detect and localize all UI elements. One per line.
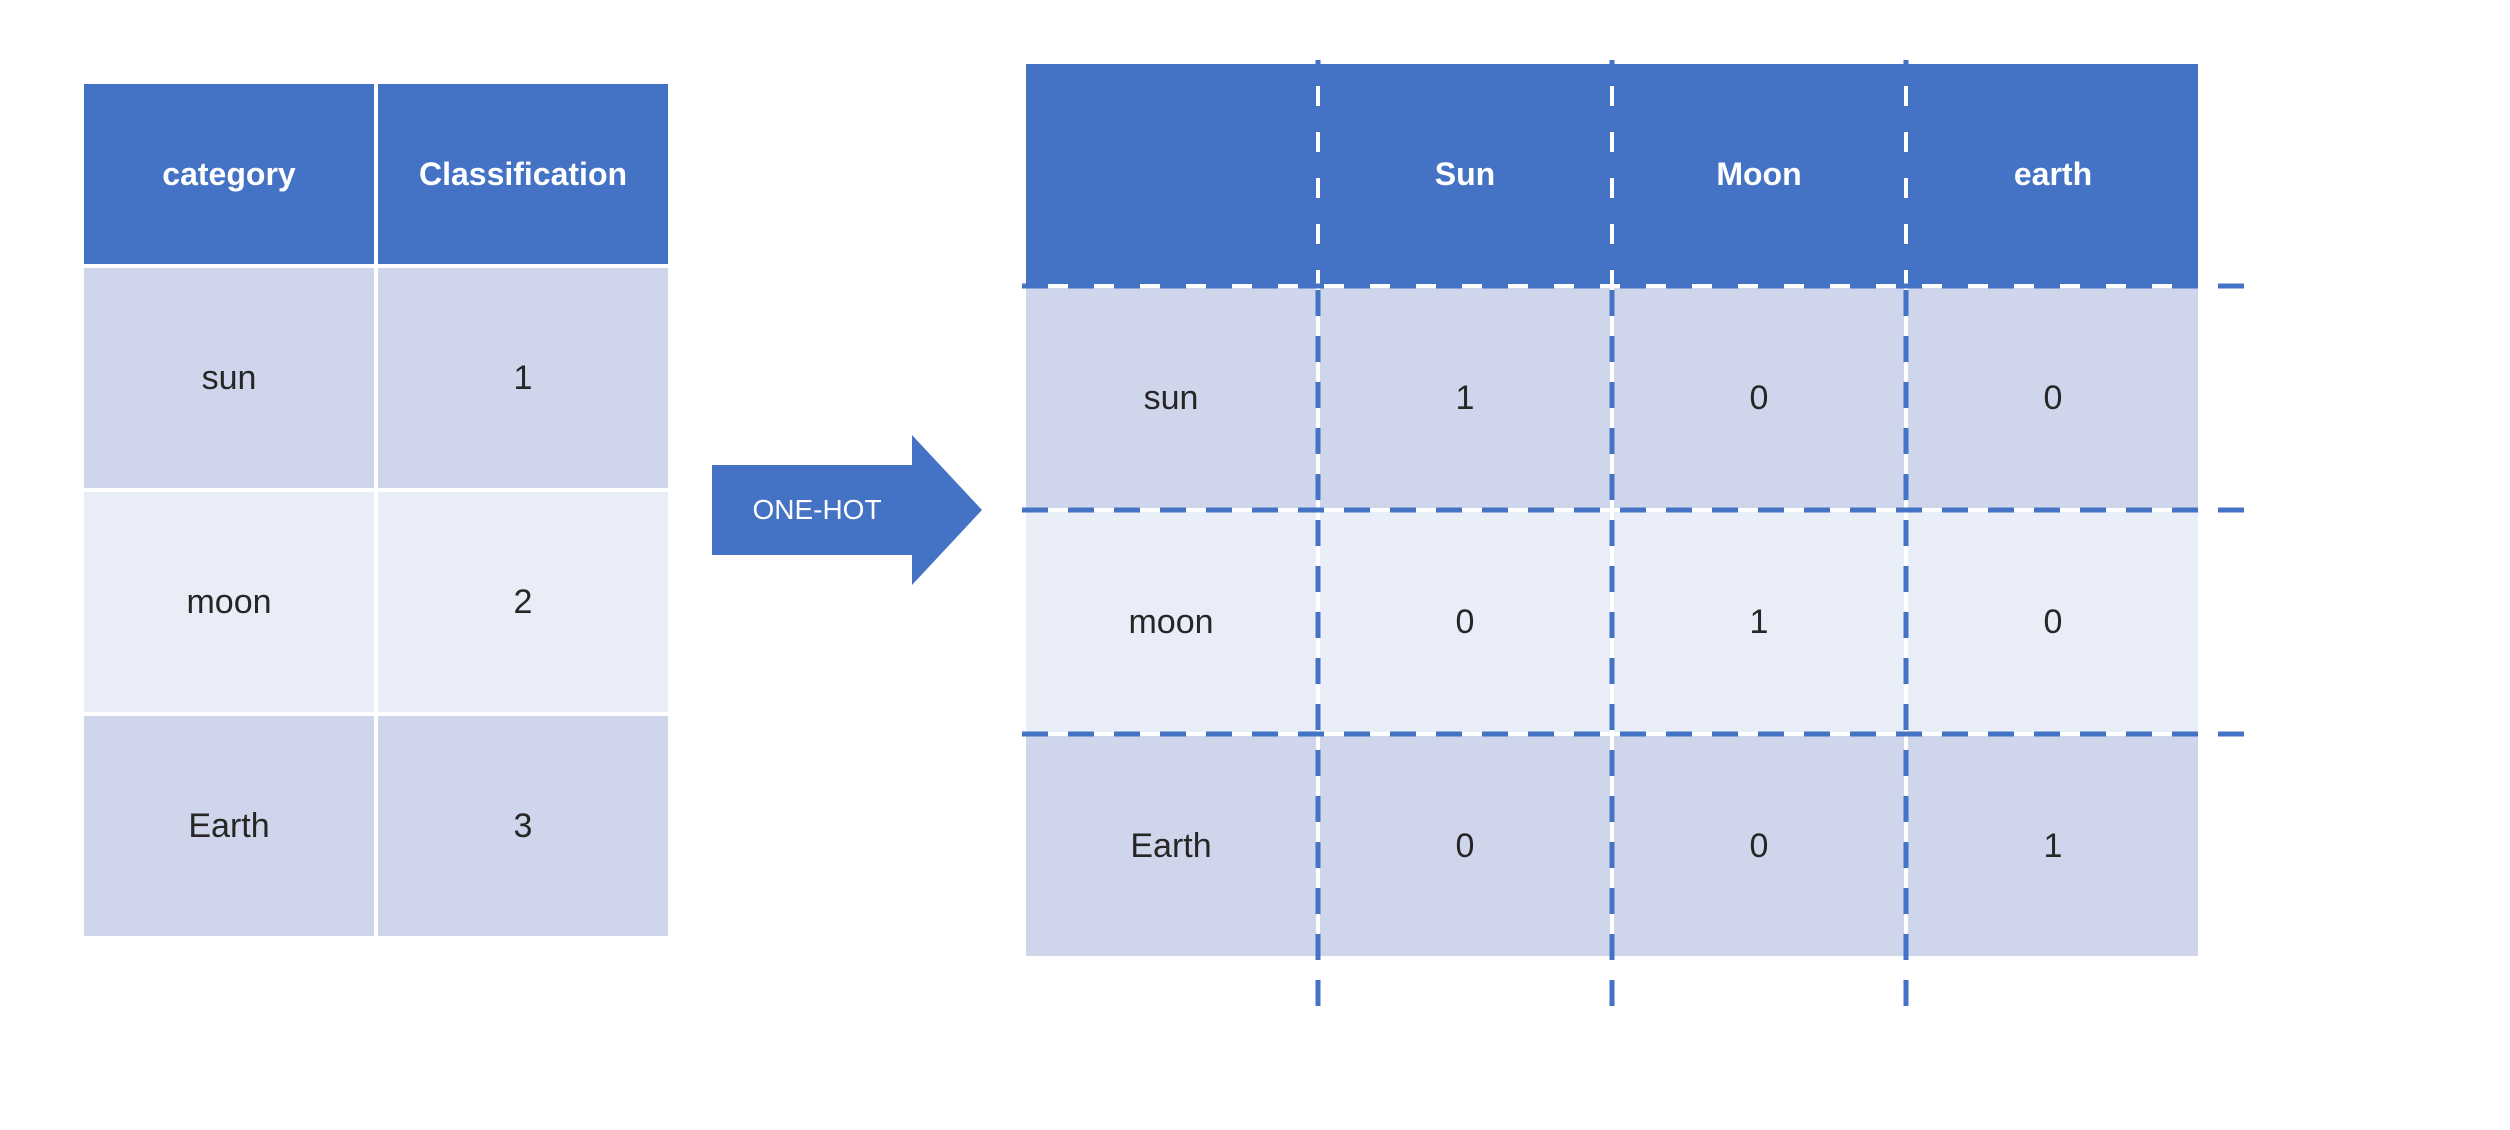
table-cell: 0 — [1614, 736, 1904, 956]
table-cell: moon — [1026, 512, 1316, 732]
table-cell: 0 — [1614, 288, 1904, 508]
table-cell: moon — [84, 492, 374, 712]
table-row: Earth3 — [84, 716, 668, 936]
diagram-container: category Classification sun1moon2Earth3 … — [80, 60, 2430, 960]
right-col-header-0 — [1026, 64, 1316, 284]
table-cell: 3 — [378, 716, 668, 936]
arrow-label: ONE-HOT — [712, 465, 912, 555]
table-cell: 1 — [1908, 736, 2198, 956]
table-cell: Earth — [1026, 736, 1316, 956]
right-col-header-1: Sun — [1320, 64, 1610, 284]
table-row: moon010 — [1026, 512, 2198, 732]
onehot-table-wrap: Sun Moon earth sun100moon010Earth001 — [1022, 60, 2202, 960]
table-row: moon2 — [84, 492, 668, 712]
table-cell: 2 — [378, 492, 668, 712]
left-col-header-1: Classification — [378, 84, 668, 264]
table-cell: Earth — [84, 716, 374, 936]
table-cell: 0 — [1320, 736, 1610, 956]
transform-arrow: ONE-HOT — [712, 435, 982, 585]
category-table: category Classification sun1moon2Earth3 — [80, 80, 672, 940]
table-cell: 0 — [1908, 288, 2198, 508]
onehot-table-header-row: Sun Moon earth — [1026, 64, 2198, 284]
table-row: sun1 — [84, 268, 668, 488]
right-col-header-2: Moon — [1614, 64, 1904, 284]
left-col-header-0: category — [84, 84, 374, 264]
table-cell: 0 — [1320, 512, 1610, 732]
table-row: sun100 — [1026, 288, 2198, 508]
table-row: Earth001 — [1026, 736, 2198, 956]
table-cell: sun — [84, 268, 374, 488]
table-cell: 1 — [1614, 512, 1904, 732]
onehot-table: Sun Moon earth sun100moon010Earth001 — [1022, 60, 2202, 960]
table-cell: 0 — [1908, 512, 2198, 732]
right-col-header-3: earth — [1908, 64, 2198, 284]
table-cell: sun — [1026, 288, 1316, 508]
table-cell: 1 — [1320, 288, 1610, 508]
arrow-head-icon — [912, 435, 982, 585]
category-table-header-row: category Classification — [84, 84, 668, 264]
table-cell: 1 — [378, 268, 668, 488]
